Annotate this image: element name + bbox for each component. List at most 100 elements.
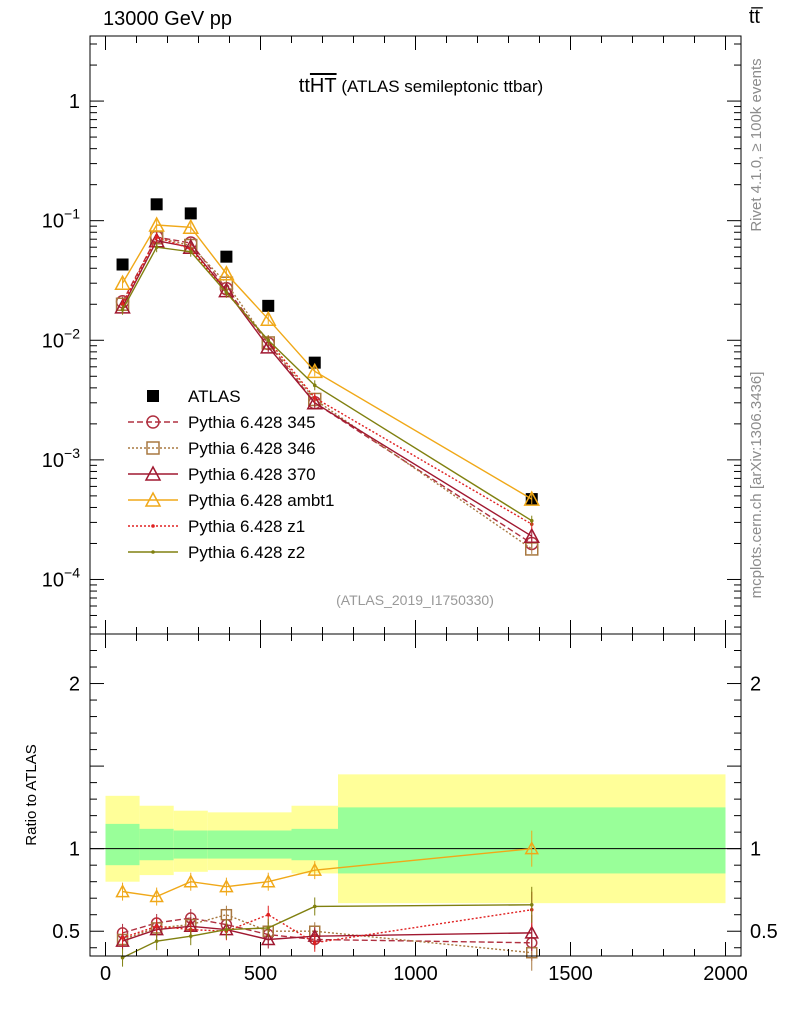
main-point-ambt1-2 [182,218,200,235]
main-ytick-exp: −1 [64,206,80,222]
main-ytick-label: 10−1 [42,206,80,233]
main-point-z2-3 [224,290,229,295]
ratio-ytick-label-right: 1 [750,839,761,861]
legend-item-data: ATLAS [147,387,241,406]
ratio-xtick-label: 1500 [548,963,593,985]
main-point-p370-5 [306,394,324,410]
main-line-ambt1 [121,224,533,500]
header-right: tt̅ [748,6,760,28]
legend-marker-z1 [151,524,155,528]
main-ytick-base: 10 [42,330,64,352]
legend-marker-ambt1 [144,491,162,507]
legend-marker-data [147,390,159,402]
band-inner-4 [245,830,292,859]
ratio-xtick-label: 0 [100,963,111,985]
ratio-point-ambt1-4 [260,874,276,888]
ratio-series-ambt1 [115,830,540,906]
main-series-z2 [120,242,534,526]
main-series-z1 [120,232,534,530]
legend-label-p370: Pythia 6.428 370 [188,465,316,484]
ratio-point-p370-4 [260,931,276,946]
ratio-series-z2 [120,886,534,967]
ratio-line-p345 [122,917,532,944]
ratio-point-z2-6 [529,903,534,907]
ratio-point-z2-4 [266,926,271,930]
legend-label-ambt1: Pythia 6.428 ambt1 [188,491,334,510]
main-point-ambt1-0 [114,274,131,290]
main-ytick-exp: −3 [64,445,80,461]
ratio-point-ambt1-1 [149,888,164,903]
main-point-z1-0 [120,302,125,307]
main-point-z2-6 [529,518,534,523]
main-point-data-5 [308,356,321,369]
main-point-z2-5 [312,383,317,388]
main-ytick-exp: −2 [64,325,80,341]
legend-item-p370: Pythia 6.428 370 [128,465,316,484]
analysis-label: (ATLAS_2019_I1750330) [336,592,494,608]
legend-item-p346: Pythia 6.428 346 [128,439,316,458]
legend-label-data: ATLAS [188,387,241,406]
main-point-ambt1-5 [306,362,324,379]
ratio-xtick-label: 2000 [703,963,748,985]
main-ytick-exp: −4 [64,564,80,580]
ratio-ylabel: Ratio to ATLAS [23,744,40,845]
ratio-ytick-label-right: 2 [750,674,761,696]
mcplots-label: mcplots.cern.ch [arXiv:1306.3436] [748,372,765,599]
main-ytick-label: 10−4 [42,564,80,591]
main-point-z1-5 [312,396,317,400]
legend-label-p346: Pythia 6.428 346 [188,439,316,458]
band-inner-2 [173,830,208,859]
ratio-line-p370 [122,925,532,942]
main-point-z2-2 [188,249,193,254]
legend-marker-p370 [144,465,162,481]
ratio-point-z1-4 [266,912,271,917]
main-point-data-3 [220,250,233,263]
ratio-point-z1-0 [120,936,125,940]
ratio-xtick-label: 500 [244,963,277,985]
ratio-point-ambt1-5 [307,862,323,876]
main-point-ambt1-4 [259,310,277,326]
ratio-point-ambt1-0 [115,884,130,898]
legend-label-z1: Pythia 6.428 z1 [188,517,305,536]
main-ytick-base: 1 [69,91,80,113]
ratio-point-z2-0 [120,955,125,960]
ratio-point-z2-5 [312,904,317,909]
main-ytick-label: 10−2 [42,325,80,352]
ratio-point-ambt1-3 [219,879,234,893]
ratio-point-ambt1-6 [524,841,540,855]
band-inner-5 [291,828,338,861]
main-point-ambt1-6 [523,490,541,506]
band-inner-1 [139,828,174,861]
ratio-point-z2-1 [154,939,159,943]
ratio-point-z2-3 [224,927,229,932]
legend-marker-z2 [151,550,155,554]
rivet-label: Rivet 4.1.0, ≥ 100k events [748,58,765,231]
legend-item-p345: Pythia 6.428 345 [128,413,316,432]
main-series-data [116,198,538,506]
band-inner-0 [105,823,140,866]
ratio-point-p346-3 [220,908,233,921]
main-ytick-base: 10 [42,450,64,472]
main-title-prefix: tt [299,75,311,97]
main-ytick-label: 1 [69,91,80,113]
main-point-data-2 [184,207,197,220]
ratio-point-p370-6 [524,925,540,939]
main-point-data-4 [262,299,275,312]
main-title-suffix: (ATLAS semileptonic ttbar) [337,77,544,96]
main-point-z2-4 [266,338,271,343]
main-series-ambt1 [114,216,541,506]
main-line-z1 [121,236,533,525]
ratio-point-z1-1 [154,924,159,929]
main-ytick-base: 10 [42,569,64,591]
legend-marker-p345 [146,415,160,429]
legend-item-ambt1: Pythia 6.428 ambt1 [128,491,334,510]
main-ytick-base: 10 [42,211,64,233]
legend-item-z1: Pythia 6.428 z1 [128,517,305,536]
ratio-ytick-label-left: 2 [69,674,80,696]
ratio-ytick-label-left: 0.5 [52,921,80,943]
legend-label-z2: Pythia 6.428 z2 [188,543,305,562]
main-point-p370-6 [523,527,541,543]
main-point-ambt1-1 [148,216,165,232]
main-title-overline: HT [310,75,337,97]
